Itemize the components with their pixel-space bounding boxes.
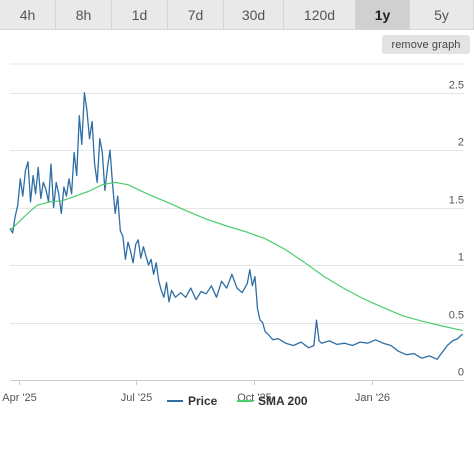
legend-label-price: Price [188, 394, 218, 408]
legend-item-sma-200[interactable]: SMA 200 [237, 394, 308, 408]
tab-5y[interactable]: 5y [410, 0, 474, 30]
y-tick-label: 1.5 [449, 195, 464, 207]
legend-swatch-price [167, 400, 183, 402]
x-tick-label: Apr '25 [2, 392, 37, 404]
tab-8h[interactable]: 8h [56, 0, 112, 30]
chart-legend: Price SMA 200 [0, 394, 474, 410]
tab-7d[interactable]: 7d [168, 0, 224, 30]
x-tick-label: Jan '26 [355, 392, 390, 404]
price-line [9, 92, 464, 360]
grid-lines [10, 63, 464, 381]
tab-1y[interactable]: 1y [356, 0, 410, 30]
y-tick-label: 0 [458, 367, 464, 379]
remove-graph-button[interactable]: remove graph [382, 35, 470, 54]
y-tick-label: 1 [458, 252, 464, 264]
x-tick-label: Jul '25 [121, 392, 152, 404]
legend-item-price[interactable]: Price [167, 394, 217, 408]
tab-120d[interactable]: 120d [284, 0, 356, 30]
tab-30d[interactable]: 30d [224, 0, 284, 30]
y-tick-label: 2.5 [449, 80, 464, 92]
y-tick-label: 0.5 [449, 310, 464, 322]
sma-200-line [9, 181, 463, 332]
legend-label-sma-200: SMA 200 [258, 394, 308, 408]
y-axis: 0 0.5 1 1.5 2 2.5 [449, 80, 464, 379]
timeframe-tabs: 4h 8h 1d 7d 30d 120d 1y 5y [0, 0, 474, 30]
series-lines [9, 92, 464, 360]
tab-1d[interactable]: 1d [112, 0, 168, 30]
tab-4h[interactable]: 4h [0, 0, 56, 30]
y-tick-label: 2 [458, 137, 464, 149]
legend-swatch-sma-200 [237, 400, 253, 402]
